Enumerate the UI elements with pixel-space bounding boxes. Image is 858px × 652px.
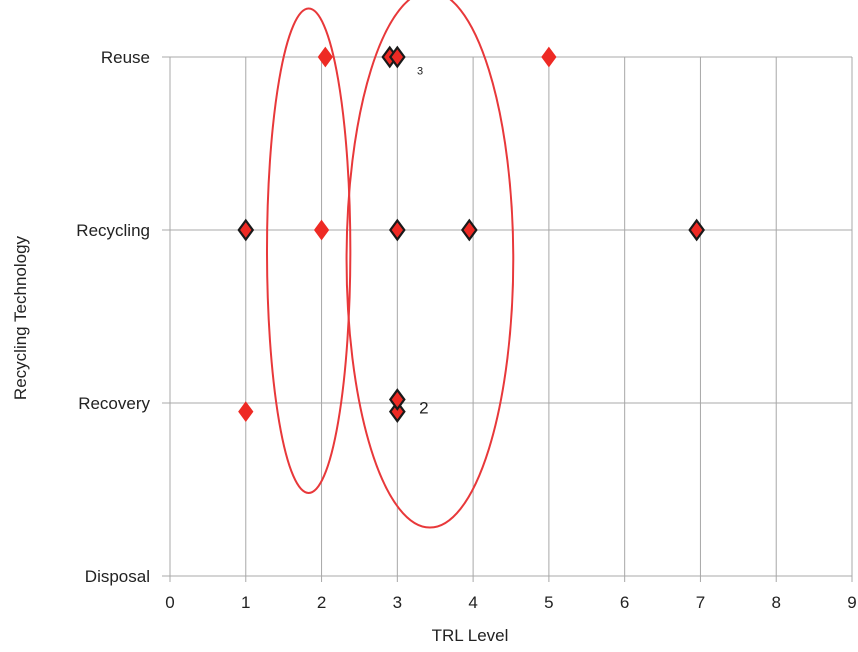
x-tick-label: 8 — [771, 593, 780, 612]
x-tick-label: 9 — [847, 593, 856, 612]
highlight-ellipse — [345, 0, 515, 529]
y-tick-label: Recovery — [78, 394, 150, 413]
data-point-marker — [388, 388, 406, 411]
point-count-label: 3 — [417, 65, 423, 77]
x-tick-label: 3 — [393, 593, 402, 612]
x-tick-label: 1 — [241, 593, 250, 612]
x-axis-title: TRL Level — [432, 626, 509, 645]
data-point-marker — [313, 219, 330, 241]
data-point-marker — [317, 46, 333, 68]
y-axis-title: Recycling Technology — [11, 235, 30, 400]
data-point-marker — [688, 218, 706, 242]
highlight-ellipses — [265, 0, 515, 529]
x-tick-label: 6 — [620, 593, 629, 612]
data-points — [237, 45, 706, 424]
x-tick-label: 2 — [317, 593, 326, 612]
x-tick-label: 4 — [468, 593, 477, 612]
data-point-marker — [388, 45, 406, 69]
data-point-marker — [388, 400, 406, 424]
point-count-label: 2 — [419, 398, 428, 417]
y-tick-label: Reuse — [101, 48, 150, 67]
y-tick-label: Disposal — [85, 567, 150, 586]
y-tick-label: Recycling — [76, 221, 150, 240]
data-point-marker — [238, 401, 254, 422]
x-tick-labels: 0 1 2 3 4 5 6 7 8 9 — [165, 593, 856, 612]
y-tick-labels: Disposal Recovery Recycling Reuse — [76, 48, 150, 586]
data-point-marker — [388, 218, 406, 242]
highlight-ellipse — [265, 7, 352, 494]
grid-lines — [162, 56, 853, 582]
x-tick-label: 0 — [165, 593, 174, 612]
x-tick-label: 7 — [696, 593, 705, 612]
x-tick-label: 5 — [544, 593, 553, 612]
data-point-marker — [237, 218, 255, 242]
data-point-marker — [460, 218, 478, 242]
point-labels: 32 — [417, 65, 429, 417]
data-point-marker — [541, 46, 557, 68]
